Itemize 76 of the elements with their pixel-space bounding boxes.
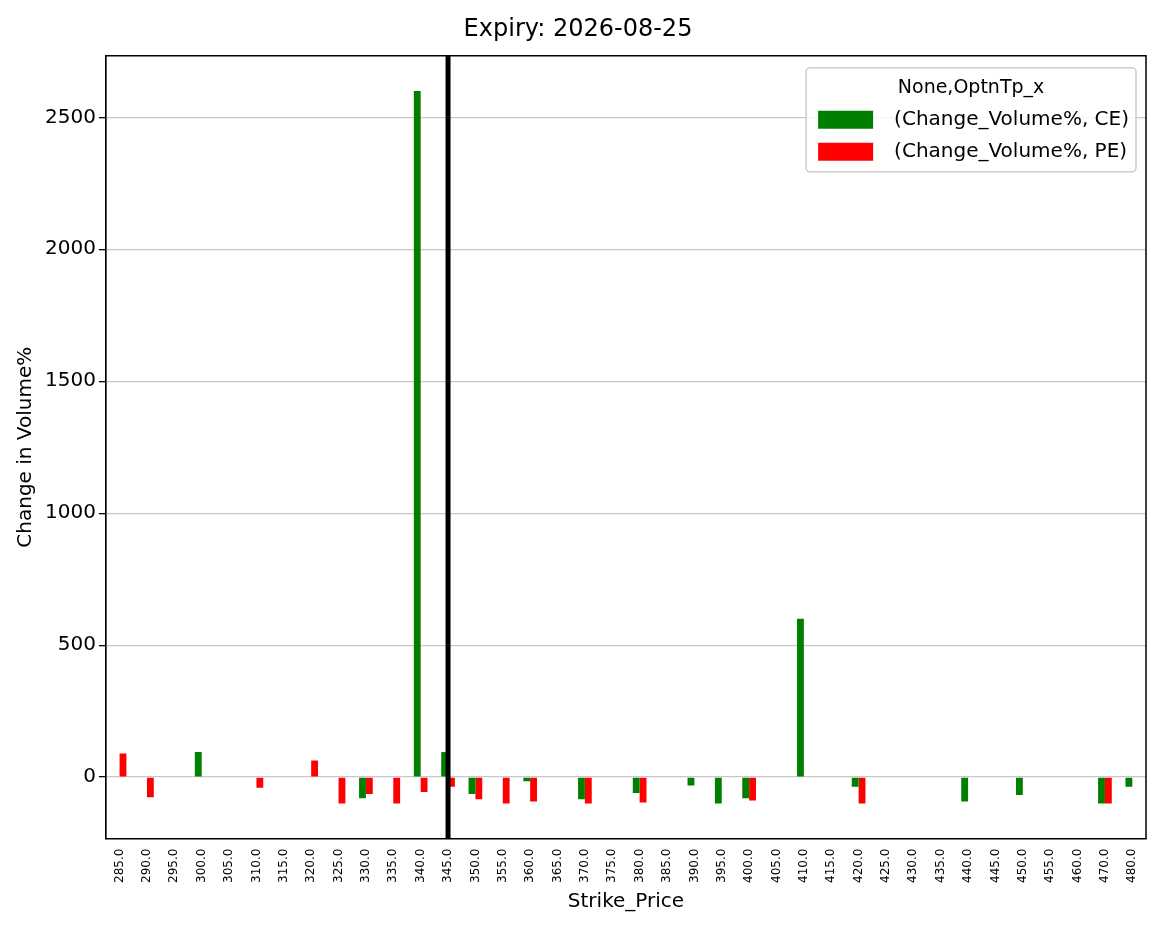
chart-title: Expiry: 2026-08-25 bbox=[463, 13, 693, 42]
x-axis-title: Strike_Price bbox=[567, 888, 685, 913]
x-tick-label: 365.0 bbox=[549, 848, 564, 884]
bar bbox=[742, 777, 750, 799]
legend-label: (Change_Volume%, PE) bbox=[894, 138, 1128, 162]
x-tick-label: 330.0 bbox=[358, 848, 373, 884]
x-tick-label: 480.0 bbox=[1124, 848, 1139, 884]
x-tick-label: 385.0 bbox=[659, 848, 674, 884]
bar bbox=[749, 777, 756, 801]
legend-label: (Change_Volume%, CE) bbox=[894, 106, 1130, 130]
bar bbox=[1125, 777, 1133, 787]
bar bbox=[194, 752, 202, 777]
bar bbox=[851, 777, 859, 787]
bar bbox=[797, 618, 804, 777]
x-tick-label: 315.0 bbox=[275, 848, 290, 884]
x-tick-label: 285.0 bbox=[111, 848, 126, 884]
x-tick-label: 460.0 bbox=[1069, 848, 1084, 884]
x-tick-label: 430.0 bbox=[905, 848, 920, 884]
bar bbox=[475, 777, 483, 800]
bar bbox=[961, 777, 969, 802]
x-tick-label: 360.0 bbox=[522, 848, 537, 884]
bar bbox=[311, 760, 319, 777]
y-tick-label: 2000 bbox=[44, 235, 96, 260]
y-tick-label: 500 bbox=[57, 631, 96, 656]
y-tick-label: 0 bbox=[83, 763, 96, 788]
x-tick-label: 445.0 bbox=[987, 848, 1002, 884]
x-tick-label: 310.0 bbox=[248, 848, 263, 884]
x-tick-label: 340.0 bbox=[412, 848, 427, 884]
x-tick-label: 335.0 bbox=[385, 848, 400, 884]
x-tick-label: 455.0 bbox=[1042, 848, 1057, 884]
x-tick-label: 450.0 bbox=[1014, 848, 1029, 884]
y-tick-label: 2500 bbox=[44, 103, 96, 128]
x-tick-label: 395.0 bbox=[713, 848, 728, 884]
x-tick-label: 440.0 bbox=[960, 848, 975, 884]
bar bbox=[687, 777, 695, 786]
bar bbox=[578, 777, 585, 800]
y-axis-title: Change in Volume% bbox=[12, 346, 37, 548]
x-tick-label: 415.0 bbox=[823, 848, 838, 884]
legend-title: None,OptnTp_x bbox=[897, 74, 1045, 98]
bar bbox=[502, 777, 510, 804]
x-tick-label: 290.0 bbox=[139, 848, 154, 884]
x-tick-label: 325.0 bbox=[330, 848, 345, 884]
x-tick-label: 375.0 bbox=[604, 848, 619, 884]
bar bbox=[1098, 777, 1105, 804]
x-tick-label: 305.0 bbox=[221, 848, 236, 884]
x-tick-label: 295.0 bbox=[166, 848, 181, 884]
x-tick-label: 370.0 bbox=[577, 848, 592, 884]
bar bbox=[413, 90, 421, 777]
x-tick-label: 420.0 bbox=[850, 848, 865, 884]
x-tick-label: 410.0 bbox=[795, 848, 810, 884]
x-tick-label: 300.0 bbox=[193, 848, 208, 884]
x-tick-label: 355.0 bbox=[494, 848, 509, 884]
x-tick-label: 405.0 bbox=[768, 848, 783, 884]
bar bbox=[256, 777, 264, 788]
bar bbox=[1015, 777, 1023, 796]
x-tick-label: 380.0 bbox=[631, 848, 646, 884]
bar bbox=[393, 777, 401, 804]
x-tick-label: 350.0 bbox=[467, 848, 482, 884]
bar bbox=[714, 777, 722, 804]
y-tick-label: 1500 bbox=[44, 367, 96, 392]
bar bbox=[632, 777, 640, 793]
bar bbox=[584, 777, 592, 804]
x-tick-label: 470.0 bbox=[1097, 848, 1112, 884]
bar bbox=[359, 777, 366, 799]
x-tick-label: 425.0 bbox=[878, 848, 893, 884]
bar bbox=[530, 777, 537, 802]
y-tick-label: 1000 bbox=[44, 499, 96, 524]
x-tick-label: 400.0 bbox=[741, 848, 756, 884]
x-tick-label: 320.0 bbox=[303, 848, 318, 884]
bar bbox=[420, 777, 428, 792]
x-tick-label: 390.0 bbox=[686, 848, 701, 884]
bar bbox=[146, 777, 154, 798]
x-tick-label: 345.0 bbox=[440, 848, 455, 884]
bar bbox=[365, 777, 373, 795]
x-tick-label: 435.0 bbox=[932, 848, 947, 884]
bar bbox=[1104, 777, 1112, 804]
